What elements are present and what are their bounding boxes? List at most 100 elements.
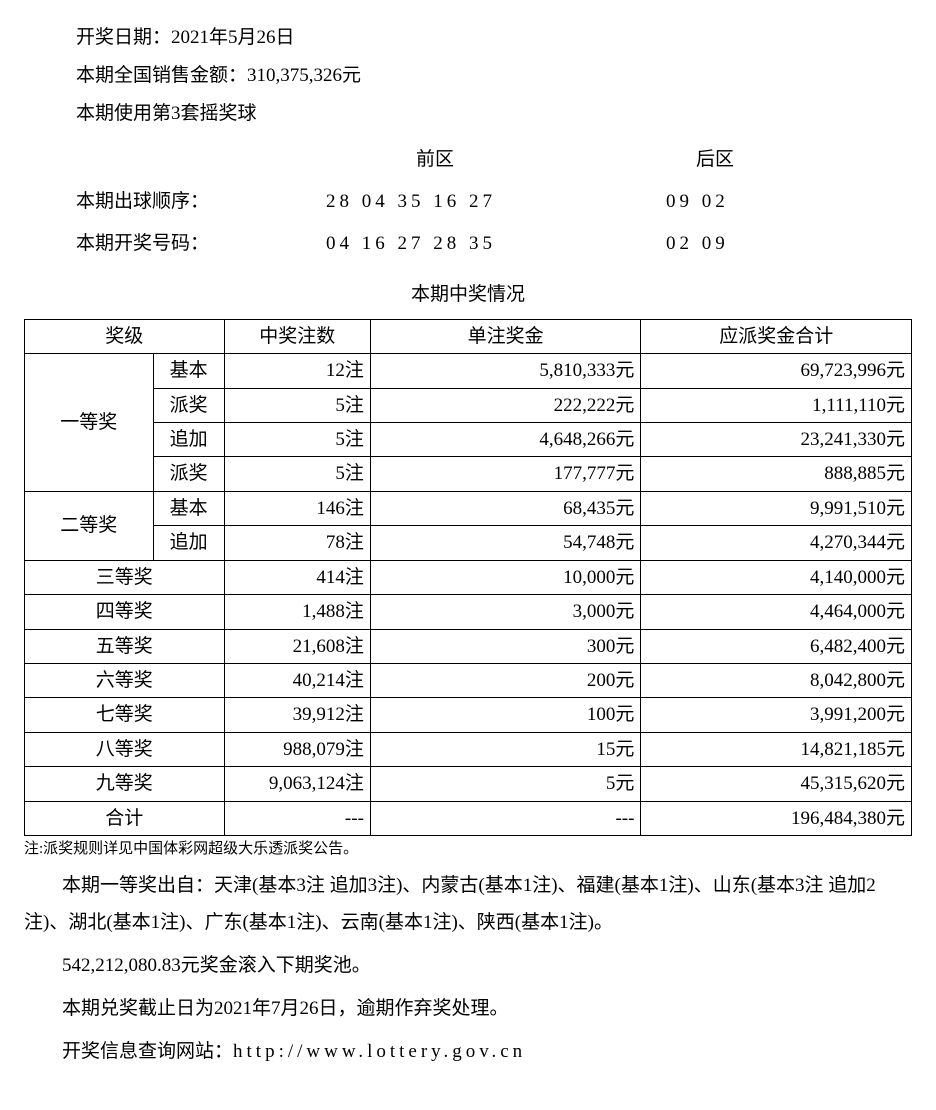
cell-unit: 5,810,333元 xyxy=(370,354,641,388)
winning-number-back: 02 09 xyxy=(666,226,729,262)
ball-order-front: 28 04 35 16 27 xyxy=(326,184,666,220)
cell-count: 414注 xyxy=(224,560,370,594)
zone-front-label: 前区 xyxy=(326,142,666,178)
table-row: 四等奖 1,488注 3,000元 4,464,000元 xyxy=(25,595,912,629)
table-row: 九等奖 9,063,124注 5元 45,315,620元 xyxy=(25,767,912,801)
cell-count: 1,488注 xyxy=(224,595,370,629)
zone-back-label: 后区 xyxy=(666,142,734,178)
cell-unit: --- xyxy=(370,801,641,835)
cell-count: 39,912注 xyxy=(224,698,370,732)
cell-count: 5注 xyxy=(224,457,370,491)
table-row: 派奖 5注 177,777元 888,885元 xyxy=(25,457,912,491)
cell-count: 78注 xyxy=(224,526,370,560)
ball-set-line: 本期使用第3套摇奖球 xyxy=(24,96,912,132)
level-second: 二等奖 xyxy=(25,491,154,560)
table-row: 五等奖 21,608注 300元 6,482,400元 xyxy=(25,629,912,663)
cell-sub: 基本 xyxy=(153,354,224,388)
table-row: 派奖 5注 222,222元 1,111,110元 xyxy=(25,388,912,422)
cell-total: 196,484,380元 xyxy=(641,801,912,835)
winners-paragraph: 本期一等奖出自：天津(基本3注 追加3注)、内蒙古(基本1注)、福建(基本1注)… xyxy=(24,867,912,941)
table-total-row: 合计 --- --- 196,484,380元 xyxy=(25,801,912,835)
cell-level: 九等奖 xyxy=(25,767,225,801)
winning-number-label: 本期开奖号码： xyxy=(76,226,326,262)
cell-total: 4,270,344元 xyxy=(641,526,912,560)
deadline-paragraph: 本期兑奖截止日为2021年7月26日，逾期作弃奖处理。 xyxy=(24,990,912,1027)
cell-unit: 10,000元 xyxy=(370,560,641,594)
cell-sub: 派奖 xyxy=(153,457,224,491)
table-row: 三等奖 414注 10,000元 4,140,000元 xyxy=(25,560,912,594)
cell-total: 14,821,185元 xyxy=(641,732,912,766)
cell-total: 6,482,400元 xyxy=(641,629,912,663)
ball-order-back: 09 02 xyxy=(666,184,729,220)
cell-total: 69,723,996元 xyxy=(641,354,912,388)
table-row: 追加 5注 4,648,266元 23,241,330元 xyxy=(25,422,912,456)
website-url: http://www.lottery.gov.cn xyxy=(233,1041,526,1062)
cell-unit: 200元 xyxy=(370,664,641,698)
cell-level: 六等奖 xyxy=(25,664,225,698)
cell-count: 9,063,124注 xyxy=(224,767,370,801)
cell-count: 5注 xyxy=(224,388,370,422)
cell-total: 9,991,510元 xyxy=(641,491,912,525)
cell-total-label: 合计 xyxy=(25,801,225,835)
table-row: 八等奖 988,079注 15元 14,821,185元 xyxy=(25,732,912,766)
cell-level: 三等奖 xyxy=(25,560,225,594)
level-first: 一等奖 xyxy=(25,354,154,492)
website-prefix: 开奖信息查询网站： xyxy=(62,1041,233,1062)
table-row: 二等奖 基本 146注 68,435元 9,991,510元 xyxy=(25,491,912,525)
table-row: 七等奖 39,912注 100元 3,991,200元 xyxy=(25,698,912,732)
cell-unit: 222,222元 xyxy=(370,388,641,422)
cell-sub: 追加 xyxy=(153,422,224,456)
cell-total: 8,042,800元 xyxy=(641,664,912,698)
cell-level: 八等奖 xyxy=(25,732,225,766)
winning-number-front: 04 16 27 28 35 xyxy=(326,226,666,262)
winning-number-row: 本期开奖号码： 04 16 27 28 35 02 09 xyxy=(24,226,912,262)
cell-total: 1,111,110元 xyxy=(641,388,912,422)
header-unit: 单注奖金 xyxy=(370,319,641,353)
table-header-row: 奖级 中奖注数 单注奖金 应派奖金合计 xyxy=(25,319,912,353)
header-total: 应派奖金合计 xyxy=(641,319,912,353)
cell-count: 40,214注 xyxy=(224,664,370,698)
cell-total: 888,885元 xyxy=(641,457,912,491)
table-row: 追加 78注 54,748元 4,270,344元 xyxy=(25,526,912,560)
cell-count: 5注 xyxy=(224,422,370,456)
cell-unit: 54,748元 xyxy=(370,526,641,560)
draw-date-line: 开奖日期：2021年5月26日 xyxy=(24,20,912,56)
website-paragraph: 开奖信息查询网站：http://www.lottery.gov.cn xyxy=(24,1033,912,1070)
cell-unit: 177,777元 xyxy=(370,457,641,491)
cell-unit: 4,648,266元 xyxy=(370,422,641,456)
header-count: 中奖注数 xyxy=(224,319,370,353)
cell-unit: 100元 xyxy=(370,698,641,732)
zone-header-row: 前区 后区 xyxy=(24,142,912,178)
cell-count: --- xyxy=(224,801,370,835)
cell-unit: 15元 xyxy=(370,732,641,766)
ball-order-row: 本期出球顺序： 28 04 35 16 27 09 02 xyxy=(24,184,912,220)
cell-level: 五等奖 xyxy=(25,629,225,663)
cell-total: 3,991,200元 xyxy=(641,698,912,732)
cell-unit: 68,435元 xyxy=(370,491,641,525)
cell-unit: 5元 xyxy=(370,767,641,801)
footnote: 注:派奖规则详见中国体彩网超级大乐透派奖公告。 xyxy=(24,838,912,861)
cell-unit: 3,000元 xyxy=(370,595,641,629)
cell-count: 988,079注 xyxy=(224,732,370,766)
cell-level: 四等奖 xyxy=(25,595,225,629)
cell-count: 146注 xyxy=(224,491,370,525)
table-row: 一等奖 基本 12注 5,810,333元 69,723,996元 xyxy=(25,354,912,388)
cell-total: 45,315,620元 xyxy=(641,767,912,801)
cell-level: 七等奖 xyxy=(25,698,225,732)
cell-count: 12注 xyxy=(224,354,370,388)
cell-total: 23,241,330元 xyxy=(641,422,912,456)
rollover-paragraph: 542,212,080.83元奖金滚入下期奖池。 xyxy=(24,947,912,984)
cell-unit: 300元 xyxy=(370,629,641,663)
cell-sub: 基本 xyxy=(153,491,224,525)
cell-total: 4,464,000元 xyxy=(641,595,912,629)
table-row: 六等奖 40,214注 200元 8,042,800元 xyxy=(25,664,912,698)
header-level: 奖级 xyxy=(25,319,225,353)
sales-amount-line: 本期全国销售金额：310,375,326元 xyxy=(24,58,912,94)
prize-table: 奖级 中奖注数 单注奖金 应派奖金合计 一等奖 基本 12注 5,810,333… xyxy=(24,319,912,837)
cell-sub: 追加 xyxy=(153,526,224,560)
cell-sub: 派奖 xyxy=(153,388,224,422)
cell-count: 21,608注 xyxy=(224,629,370,663)
table-title: 本期中奖情况 xyxy=(24,277,912,313)
cell-total: 4,140,000元 xyxy=(641,560,912,594)
ball-order-label: 本期出球顺序： xyxy=(76,184,326,220)
